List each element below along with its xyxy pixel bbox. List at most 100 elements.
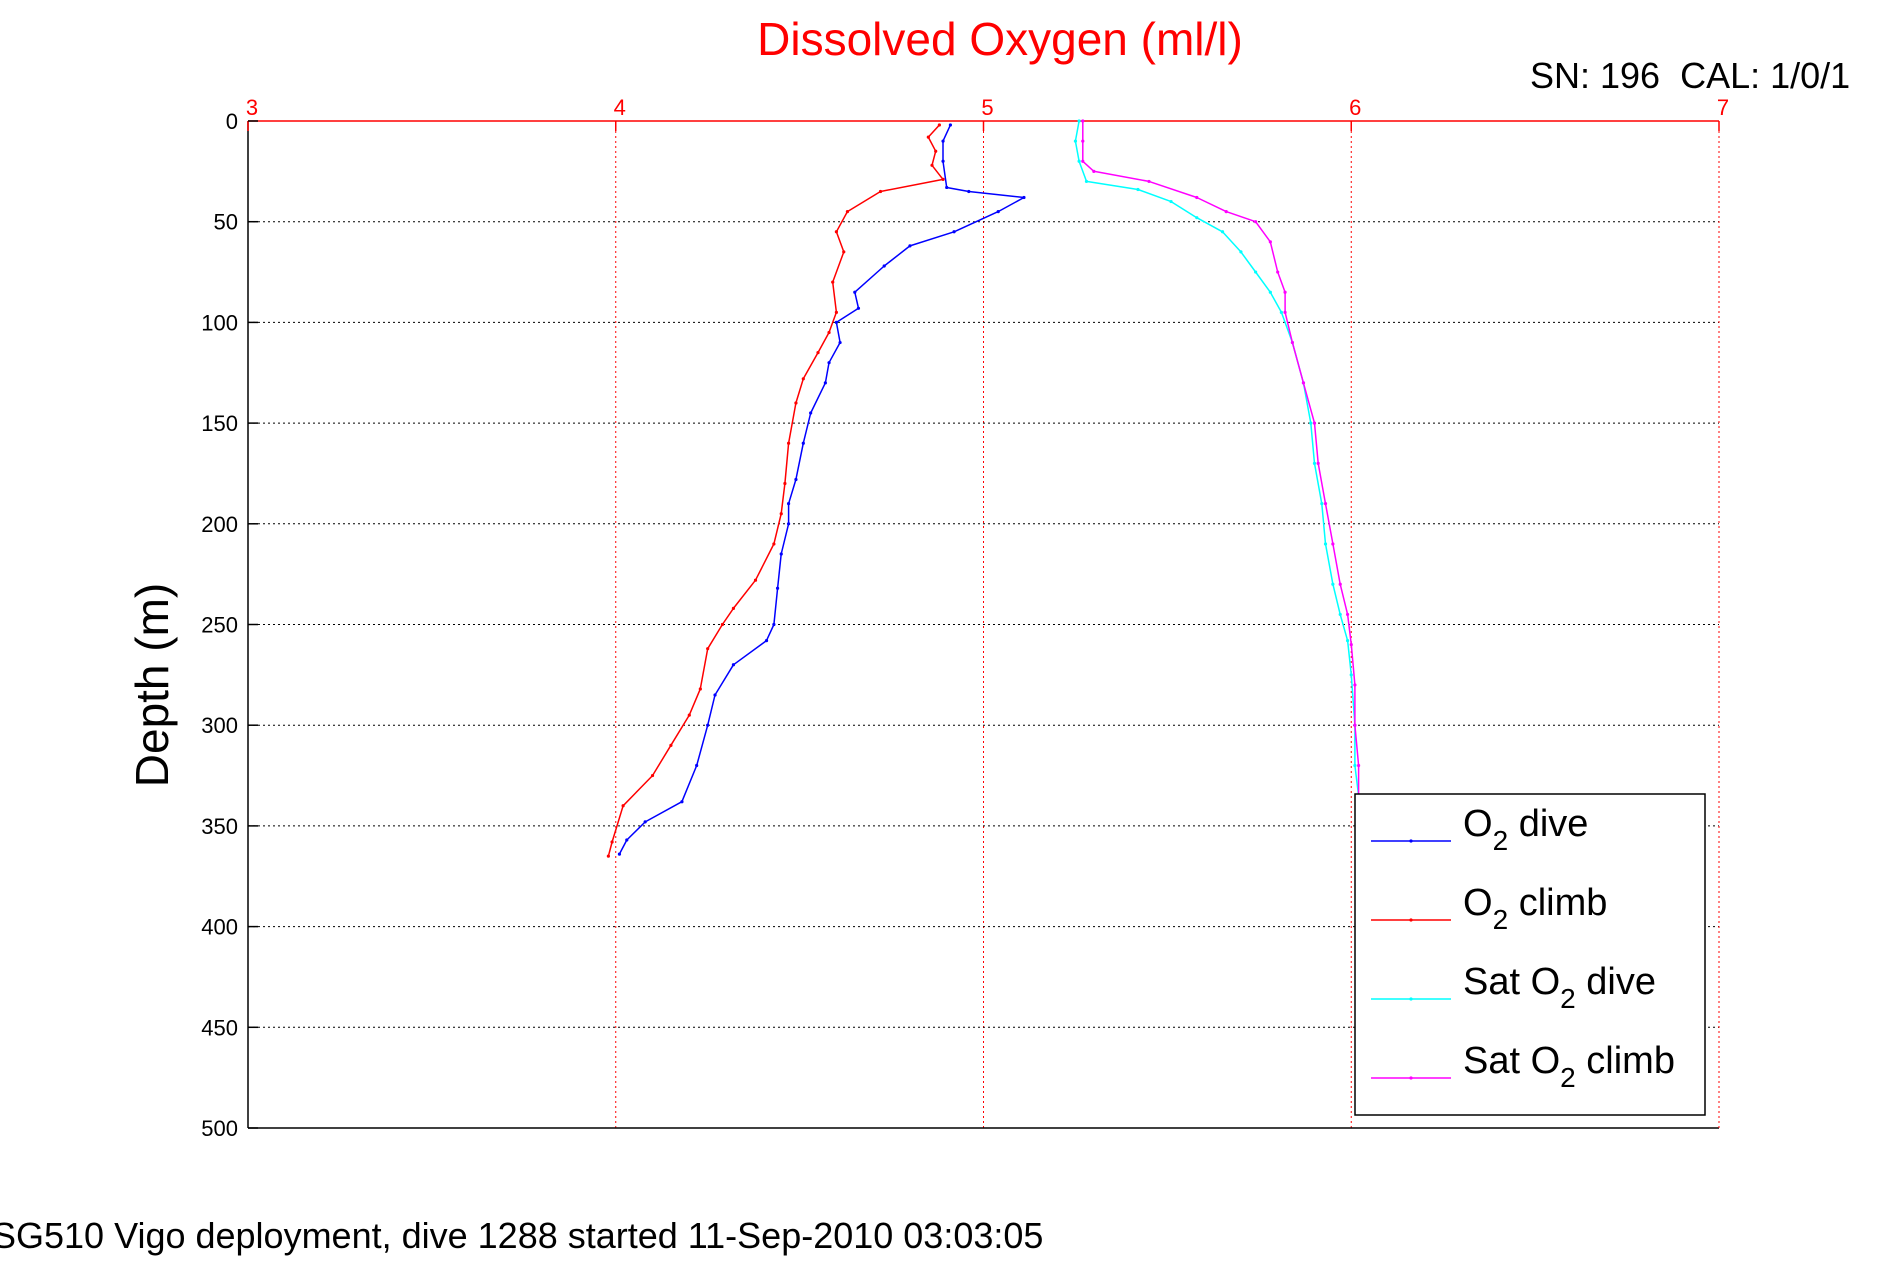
x-tick-label: 5 [981,95,993,120]
legend-box [1354,793,1706,1116]
series-point [772,622,776,627]
plot-axes: 3 4 5 6 7 0 50 100 150 200 250 300 350 400 450 500 [201,95,1729,1141]
series-point [926,135,930,139]
series-point [845,210,850,214]
series-point [706,723,710,727]
series-point [731,606,736,610]
series-line [607,124,944,857]
series-point [934,149,938,153]
legend-swatch-marker [1409,839,1413,843]
series-point [786,522,791,526]
series-point [786,502,791,506]
series-point [1022,195,1026,200]
series-point [930,163,934,167]
series-point [1147,179,1151,184]
y-tick-label: 300 [201,713,238,738]
series-point [606,854,610,858]
series-line [618,124,1025,855]
series-point [1195,195,1199,200]
series-point [838,340,842,345]
series-point [786,441,791,445]
chart-title: Dissolved Oxygen (ml/l) [757,13,1243,65]
y-tick-label: 500 [201,1116,238,1141]
series-point [1254,270,1258,274]
series-point [1081,159,1085,163]
x-tick-label: 7 [1717,95,1729,120]
series-point [1345,612,1350,617]
series-point [713,693,717,697]
series-point [801,377,805,381]
series-line [1074,120,1360,796]
y-tick-label: 150 [201,411,238,436]
calibration-annotation: SN: 196 CAL: 1/0/1 [1530,55,1850,96]
series-point [794,401,798,405]
series-point [1338,582,1342,586]
series-point [764,639,769,643]
series-point [1283,310,1287,314]
series-point [827,330,831,335]
series-point [996,210,1000,214]
y-tick-label: 400 [201,915,238,940]
series-point [643,820,647,824]
series-point [650,773,655,778]
series-point [1136,187,1140,192]
legend-label: Sat O2 dive [1463,961,1656,1014]
y-tick-label: 200 [201,512,238,537]
series-point [1353,763,1357,768]
series-point [753,578,758,582]
series-point [941,139,945,143]
series-point [1239,250,1243,254]
series-point [1268,240,1272,244]
series-point [1301,381,1306,385]
series-point [1338,612,1342,617]
series-point [937,123,941,127]
series-point [772,542,776,546]
series-point [842,250,846,254]
series-point [1357,763,1361,768]
series-point [1349,673,1353,677]
series-point [945,185,949,190]
series-point [823,381,827,385]
series-point [878,189,883,194]
series-point [1268,290,1272,294]
series-point [687,713,691,717]
series-point [816,351,820,355]
series-point [967,189,971,194]
series-point [1345,639,1350,643]
x-tick-label: 3 [246,95,258,120]
series-point [882,264,886,268]
series-point [669,743,673,747]
y-axis-label: Depth (m) [126,583,178,787]
legend: O2 dive O2 climb Sat O2 dive Sat O2 climb [1354,793,1706,1116]
series-point [1195,216,1199,220]
series-point [834,320,839,324]
series-point [809,411,813,415]
series-point [1279,310,1283,314]
footer-caption: SG510 Vigo deployment, dive 1288 started… [0,1215,1043,1256]
series-point [1081,139,1085,143]
series-point [775,586,780,590]
series-point [1349,643,1353,647]
series-point [1316,461,1320,465]
series-point [1290,340,1295,345]
series-point [1353,723,1357,727]
series-point [1220,230,1225,234]
series-point [698,687,702,691]
y-tick-label: 450 [201,1015,238,1040]
series-point [720,622,724,627]
series-point [610,840,614,844]
series-point [1081,119,1085,123]
series-point [941,159,945,163]
series-point [1331,582,1335,586]
series-point [1309,421,1313,425]
legend-label: O2 climb [1463,882,1607,935]
y-tick-label: 250 [201,613,238,638]
series-point [834,230,839,234]
series-point [680,800,684,804]
series-point [1077,159,1081,163]
series-point [1092,169,1096,173]
y-tick-label: 0 [226,109,238,134]
series-point [1254,220,1258,224]
series-point [801,441,805,445]
